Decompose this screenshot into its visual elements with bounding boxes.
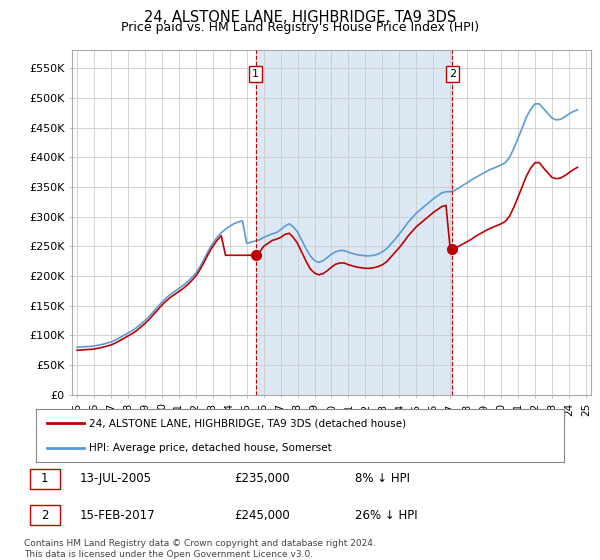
Text: Contains HM Land Registry data © Crown copyright and database right 2024.
This d: Contains HM Land Registry data © Crown c… xyxy=(24,539,376,559)
Text: HPI: Average price, detached house, Somerset: HPI: Average price, detached house, Some… xyxy=(89,442,332,452)
Text: 2: 2 xyxy=(41,508,49,521)
Text: 13-JUL-2005: 13-JUL-2005 xyxy=(79,473,151,486)
FancyBboxPatch shape xyxy=(29,469,60,489)
Text: 2: 2 xyxy=(449,69,456,79)
Text: 1: 1 xyxy=(252,69,259,79)
Text: 15-FEB-2017: 15-FEB-2017 xyxy=(79,508,155,521)
Text: 8% ↓ HPI: 8% ↓ HPI xyxy=(355,473,410,486)
Text: £235,000: £235,000 xyxy=(234,473,289,486)
Text: 26% ↓ HPI: 26% ↓ HPI xyxy=(355,508,418,521)
Text: 1: 1 xyxy=(41,473,49,486)
Text: Price paid vs. HM Land Registry's House Price Index (HPI): Price paid vs. HM Land Registry's House … xyxy=(121,21,479,34)
FancyBboxPatch shape xyxy=(29,505,60,525)
Text: 24, ALSTONE LANE, HIGHBRIDGE, TA9 3DS (detached house): 24, ALSTONE LANE, HIGHBRIDGE, TA9 3DS (d… xyxy=(89,418,406,428)
Text: £245,000: £245,000 xyxy=(234,508,290,521)
Text: 24, ALSTONE LANE, HIGHBRIDGE, TA9 3DS: 24, ALSTONE LANE, HIGHBRIDGE, TA9 3DS xyxy=(144,10,456,25)
Bar xyxy=(256,50,452,395)
